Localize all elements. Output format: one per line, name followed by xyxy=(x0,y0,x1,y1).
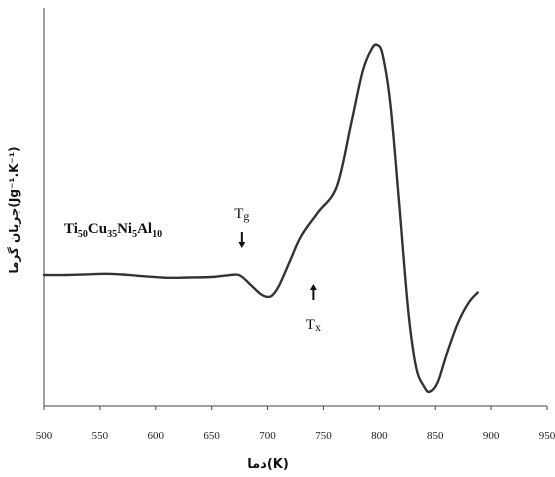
sample-label-element: Al xyxy=(137,221,152,237)
annotation-tx: Tx xyxy=(306,284,321,334)
x-ticks xyxy=(43,406,548,410)
x-tick-label: 800 xyxy=(371,430,388,442)
sample-label: Ti50Cu35Ni5Al10 xyxy=(64,221,162,240)
y-axis-label: جریان گرما(Jg⁻¹.K⁻¹) xyxy=(7,147,21,274)
series-line xyxy=(42,43,479,394)
sample-label-element: Ni xyxy=(117,221,132,237)
x-tick-label: 500 xyxy=(36,430,53,442)
sample-label-subscript: 10 xyxy=(152,229,162,240)
annotations: Tg Tx xyxy=(234,206,321,334)
sample-label-element: Cu xyxy=(88,221,107,237)
x-tick-label: 550 xyxy=(92,430,109,442)
x-tick-label: 700 xyxy=(259,430,276,442)
sample-label-subscript: 5 xyxy=(132,229,137,240)
arrow-head xyxy=(309,284,317,290)
x-axis-label: دما(K) xyxy=(247,457,289,472)
annotation-label: Tx xyxy=(306,317,321,334)
sample-label-element: Ti xyxy=(64,221,78,237)
arrow-head xyxy=(238,242,246,248)
sample-label-subscript: 35 xyxy=(107,229,117,240)
x-tick-label: 950 xyxy=(539,430,555,442)
x-tick-label: 650 xyxy=(203,430,220,442)
x-tick-label: 900 xyxy=(483,430,500,442)
plot-frame xyxy=(43,8,547,407)
x-tick-label: 850 xyxy=(427,430,444,442)
annotation-tg: Tg xyxy=(234,206,249,248)
sample-label-subscript: 50 xyxy=(78,229,88,240)
x-tick-labels: 500 550 600 650 700 750 800 850 900 950 xyxy=(36,430,555,442)
x-tick-label: 750 xyxy=(315,430,332,442)
annotation-label: Tg xyxy=(234,206,249,223)
x-tick-label: 600 xyxy=(148,430,165,442)
